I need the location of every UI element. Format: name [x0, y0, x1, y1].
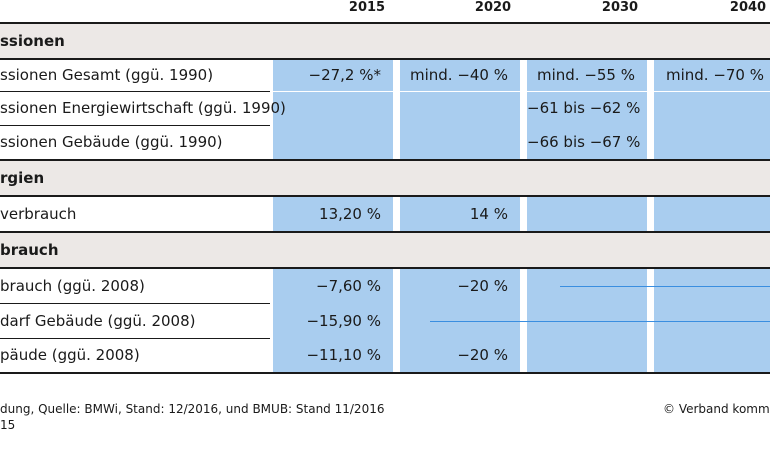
row-label: ssionen Gesamt (ggü. 1990)	[0, 66, 214, 84]
rule	[0, 58, 770, 60]
row-divider	[0, 338, 270, 339]
cell-value: −66 bis −67 %	[527, 133, 641, 151]
cell-value: mind. −40 %	[409, 66, 508, 84]
cell	[400, 268, 520, 372]
cell-value: −27,2 %*	[308, 66, 382, 84]
cell-value: −11,10 %	[306, 346, 381, 364]
cell-value: mind. −55 %	[536, 66, 635, 84]
cell	[654, 92, 770, 160]
trend-line	[430, 321, 770, 322]
cell	[654, 59, 770, 91]
column-header-2020: 2020	[474, 0, 512, 15]
rule	[0, 231, 770, 233]
trend-line	[560, 286, 770, 287]
rule	[0, 159, 770, 161]
cell-value: −61 bis −62 %	[527, 99, 641, 117]
cell	[654, 196, 770, 232]
column-header-2040: 2040	[729, 0, 767, 15]
source-note-2: 15	[0, 418, 16, 432]
rule	[0, 195, 770, 197]
section-title-renewables: rgien	[0, 169, 45, 187]
cell	[273, 196, 393, 232]
row-label: verbrauch	[0, 205, 77, 223]
cell-value: −20 %	[457, 277, 508, 295]
cell	[400, 59, 520, 91]
cell-value: −20 %	[457, 346, 508, 364]
rule	[0, 372, 770, 374]
cell	[273, 268, 393, 372]
section-band-emissions	[0, 23, 770, 59]
cell	[273, 92, 393, 160]
row-label: ssionen Gebäude (ggü. 1990)	[0, 133, 223, 151]
cell-value: −15,90 %	[306, 312, 381, 330]
cell	[273, 59, 393, 91]
row-label: ssionen Energiewirtschaft (ggü. 1990)	[0, 99, 286, 117]
cell-value: 14 %	[469, 205, 508, 223]
cell-value: 13,20 %	[319, 205, 381, 223]
rule	[0, 22, 770, 24]
section-title-consumption: brauch	[0, 241, 59, 259]
cell	[527, 268, 647, 372]
row-label: darf Gebäude (ggü. 2008)	[0, 312, 196, 330]
cell	[654, 268, 770, 372]
cell-value: −7,60 %	[316, 277, 381, 295]
section-title-emissions: ssionen	[0, 32, 65, 50]
cell	[527, 92, 647, 160]
source-note: dung, Quelle: BMWi, Stand: 12/2016, und …	[0, 402, 385, 416]
rule	[0, 267, 770, 269]
cell	[527, 196, 647, 232]
cell	[400, 196, 520, 232]
section-band-consumption	[0, 232, 770, 268]
section-band-renewables	[0, 160, 770, 196]
cell-value: mind. −70 %	[665, 66, 764, 84]
column-header-2030: 2030	[601, 0, 639, 15]
row-label: brauch (ggü. 2008)	[0, 277, 145, 295]
cell	[527, 59, 647, 91]
row-divider	[0, 91, 270, 92]
row-label: päude (ggü. 2008)	[0, 346, 140, 364]
copyright: © Verband kommur	[663, 402, 770, 416]
row-divider	[0, 303, 270, 304]
column-header-2015: 2015	[348, 0, 386, 15]
row-divider	[0, 125, 270, 126]
cell	[400, 92, 520, 160]
